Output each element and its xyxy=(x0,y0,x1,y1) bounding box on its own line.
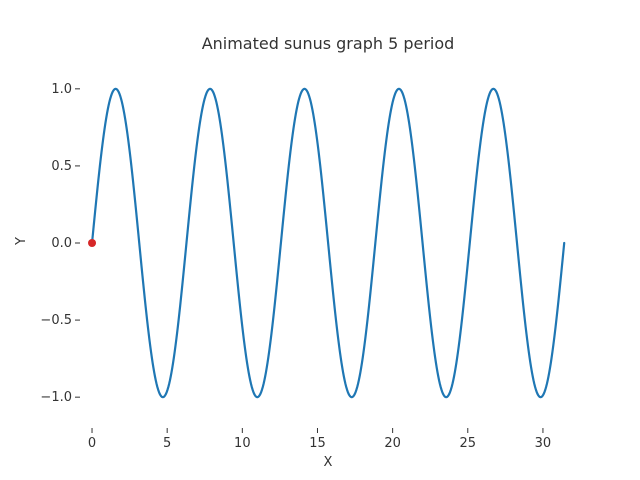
x-tick-label: 10 xyxy=(234,436,251,451)
y-tick-label: 1.0 xyxy=(51,82,72,97)
y-axis-label: Y xyxy=(14,237,29,246)
animated-marker-point xyxy=(88,239,97,247)
x-tick-label: 30 xyxy=(535,436,552,451)
x-tick-label: 20 xyxy=(384,436,401,451)
series-line-sine xyxy=(90,87,566,399)
x-tick-label: 15 xyxy=(309,436,326,451)
y-tick-label: 0.0 xyxy=(51,236,72,251)
x-tick-label: 5 xyxy=(163,436,171,451)
x-axis-ticks: 0 5 10 15 20 25 30 xyxy=(88,428,551,451)
chart-title: Animated sunus graph 5 period xyxy=(202,34,455,53)
x-tick-label: 25 xyxy=(460,436,477,451)
y-tick-label: −1.0 xyxy=(40,390,72,405)
x-tick-label: 0 xyxy=(88,436,96,451)
y-axis-ticks: −1.0 −0.5 0.0 0.5 1.0 xyxy=(40,82,80,405)
x-axis-label: X xyxy=(324,455,333,470)
y-tick-label: 0.5 xyxy=(51,159,72,174)
y-tick-label: −0.5 xyxy=(40,313,72,328)
